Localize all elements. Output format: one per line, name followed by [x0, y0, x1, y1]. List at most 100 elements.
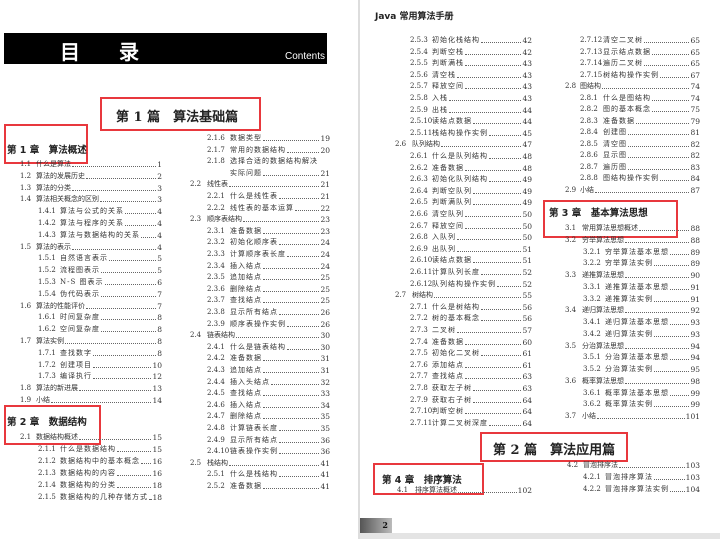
toc-entry[interactable]: 2.2.2 线性表的基本运算 22 [207, 204, 330, 213]
toc-entry[interactable]: 3.2.1 穷举算法基本思想 89 [583, 248, 700, 257]
toc-entry[interactable]: 2.7.1 什么是树结构 56 [410, 303, 532, 312]
toc-entry[interactable]: 3.6.1 概率算法基本思想 99 [583, 389, 700, 398]
toc-entry[interactable]: 2.3.6 删除结点 25 [207, 285, 330, 294]
toc-entry[interactable]: 2.1.2 数据结构中的基本概念 16 [38, 457, 162, 466]
toc-entry[interactable]: 3.3 递推算法思想 90 [565, 271, 700, 280]
toc-entry[interactable]: 3.4.2 递归算法实例 93 [583, 330, 700, 339]
toc-entry[interactable]: 2.6.10 读结点数据 51 [410, 256, 532, 265]
toc-entry[interactable]: 2.9 小结 87 [565, 186, 700, 195]
toc-entry[interactable]: 2.8.6 显示图 82 [580, 151, 700, 160]
toc-entry[interactable]: 2.6.4 判断空队列 49 [410, 187, 532, 196]
toc-entry[interactable]: 2.4.5 查找结点 33 [207, 389, 330, 398]
toc-entry[interactable]: 2.1.1 什么是数据结构 15 [38, 445, 162, 454]
toc-entry[interactable]: 2.3.3 计算顺序表长度 24 [207, 250, 330, 259]
toc-entry[interactable]: 2.1.7 常用的数据结构 20 [207, 146, 330, 155]
toc-entry[interactable]: 2.7.10 判断空树 64 [410, 407, 532, 416]
toc-entry[interactable]: 3.4 递归算法思想 92 [565, 306, 700, 315]
toc-entry[interactable]: 2.8.5 清空图 82 [580, 140, 700, 149]
toc-entry[interactable]: 2.7.11 计算二叉树深度 64 [410, 419, 532, 428]
toc-entry[interactable]: 2.6.12 队列结构操作实例 52 [410, 280, 532, 289]
toc-entry[interactable]: 实际问题 21 [207, 169, 330, 178]
toc-entry[interactable]: 2.4.4 插入头结点 32 [207, 378, 330, 387]
toc-entry[interactable]: 2.7.12 清空二叉树 65 [580, 36, 700, 45]
toc-entry[interactable]: 1.4.3 算法与数据结构的关系 4 [38, 231, 162, 240]
toc-entry[interactable]: 3.3.2 递推算法实例 91 [583, 295, 700, 304]
toc-entry[interactable]: 2.7.14 遍历二叉树 65 [580, 59, 700, 68]
toc-entry[interactable]: 2.5.5 判断满栈 43 [410, 59, 532, 68]
toc-entry[interactable]: 2.5.2 准备数据 41 [207, 482, 330, 491]
toc-entry[interactable]: 3.5 分治算法思想 94 [565, 342, 700, 351]
toc-entry[interactable]: 2.7.4 准备数据 60 [410, 338, 532, 347]
toc-entry[interactable]: 1.5 算法的表示 4 [20, 243, 162, 252]
toc-entry[interactable]: 2.3.1 准备数据 23 [207, 227, 330, 236]
toc-entry[interactable]: 1.5.4 伪代码表示 7 [38, 290, 162, 299]
toc-entry[interactable]: 2.4.9 显示所有结点 36 [207, 436, 330, 445]
toc-entry[interactable]: 1.4.2 算法与程序的关系 4 [38, 219, 162, 228]
toc-entry[interactable]: 2.1.3 数据结构的内容 16 [38, 469, 162, 478]
toc-entry[interactable]: 1.3 算法的分类 3 [20, 184, 162, 193]
toc-entry[interactable]: 2.1 数据结构概述 15 [20, 433, 162, 442]
toc-entry[interactable]: 2.3.2 初始化顺序表 24 [207, 238, 330, 247]
toc-entry[interactable]: 2.5.8 入栈 43 [410, 94, 532, 103]
toc-entry[interactable]: 1.8 算法的新进展 13 [20, 384, 162, 393]
toc-entry[interactable]: 2.4 链表结构 30 [190, 331, 330, 340]
toc-entry[interactable]: 2.7.3 二叉树 57 [410, 326, 532, 335]
toc-entry[interactable]: 2.6.9 出队列 51 [410, 245, 532, 254]
toc-entry[interactable]: 4.1 排序算法概述 102 [397, 486, 532, 495]
toc-entry[interactable]: 3.7 小结 101 [565, 412, 700, 421]
toc-entry[interactable]: 2.4.7 删除结点 35 [207, 412, 330, 421]
toc-entry[interactable]: 2.8.3 准备数据 79 [580, 117, 700, 126]
toc-entry[interactable]: 2.2 线性表 21 [190, 180, 330, 189]
toc-entry[interactable]: 2.3.4 插入结点 24 [207, 262, 330, 271]
toc-entry[interactable]: 2.7.2 树的基本概念 56 [410, 314, 532, 323]
toc-entry[interactable]: 2.5 栈结构 41 [190, 459, 330, 468]
toc-entry[interactable]: 2.7.6 添加结点 61 [410, 361, 532, 370]
toc-entry[interactable]: 2.6.5 判断满队列 49 [410, 198, 532, 207]
toc-entry[interactable]: 2.5.1 什么是栈结构 41 [207, 470, 330, 479]
toc-entry[interactable]: 2.6 队列结构 47 [395, 140, 532, 149]
toc-entry[interactable]: 3.6.2 概率算法实例 99 [583, 400, 700, 409]
toc-entry[interactable]: 2.6.6 清空队列 50 [410, 210, 532, 219]
toc-entry[interactable]: 2.3 顺序表结构 23 [190, 215, 330, 224]
toc-entry[interactable]: 1.1 什么是算法 1 [20, 160, 162, 169]
toc-entry[interactable]: 3.2 穷举算法思想 88 [565, 236, 700, 245]
toc-entry[interactable]: 4.2.1 冒泡排序算法 103 [583, 473, 700, 482]
toc-entry[interactable]: 2.5.3 初始化栈结构 42 [410, 36, 532, 45]
toc-entry[interactable]: 2.7 树结构 55 [395, 291, 532, 300]
toc-entry[interactable]: 2.3.9 顺序表操作实例 26 [207, 320, 330, 329]
toc-entry[interactable]: 2.5.11 栈结构操作实例 45 [410, 129, 532, 138]
toc-entry[interactable]: 2.7.9 获取右子树 64 [410, 396, 532, 405]
toc-entry[interactable]: 2.8.4 创建图 81 [580, 128, 700, 137]
toc-entry[interactable]: 2.1.6 数据类型 19 [207, 134, 330, 143]
toc-entry[interactable]: 2.6.1 什么是队列结构 48 [410, 152, 532, 161]
toc-entry[interactable]: 2.6.7 释放空间 50 [410, 222, 532, 231]
toc-entry[interactable]: 2.4.3 追加结点 31 [207, 366, 330, 375]
toc-entry[interactable]: 1.7.3 编译执行 12 [38, 372, 162, 381]
toc-entry[interactable]: 1.5.1 自然语言表示 5 [38, 254, 162, 263]
toc-entry[interactable]: 2.5.10 读结点数据 44 [410, 117, 532, 126]
toc-entry[interactable]: 1.4 算法相关概念的区别 3 [20, 195, 162, 204]
toc-entry[interactable]: 2.3.5 追加结点 25 [207, 273, 330, 282]
toc-entry[interactable]: 2.4.8 计算链表长度 35 [207, 424, 330, 433]
toc-entry[interactable]: 2.7.8 获取左子树 63 [410, 384, 532, 393]
toc-entry[interactable]: 1.4.1 算法与公式的关系 4 [38, 207, 162, 216]
toc-entry[interactable]: 2.8.7 遍历图 83 [580, 163, 700, 172]
toc-entry[interactable]: 2.7.13 显示结点数据 65 [580, 48, 700, 57]
toc-entry[interactable]: 1.6.1 时间复杂度 8 [38, 313, 162, 322]
toc-entry[interactable]: 3.2.2 穷举算法实例 89 [583, 259, 700, 268]
toc-entry[interactable]: 1.5.2 流程图表示 5 [38, 266, 162, 275]
toc-entry[interactable]: 2.4.6 插入结点 34 [207, 401, 330, 410]
toc-entry[interactable]: 2.4.1 什么是链表结构 30 [207, 343, 330, 352]
toc-entry[interactable]: 2.2.1 什么是线性表 21 [207, 192, 330, 201]
toc-entry[interactable]: 2.7.5 初始化二叉树 61 [410, 349, 532, 358]
toc-entry[interactable]: 1.2 算法的发展历史 2 [20, 172, 162, 181]
toc-entry[interactable]: 1.7.2 创建项目 10 [38, 361, 162, 370]
toc-entry[interactable]: 2.8 图结构 74 [565, 82, 700, 91]
toc-entry[interactable]: 2.4.2 准备数据 31 [207, 354, 330, 363]
toc-entry[interactable]: 1.7 算法实例 8 [20, 337, 162, 346]
toc-entry[interactable]: 1.7.1 查找数字 8 [38, 349, 162, 358]
toc-entry[interactable]: 2.6.3 初始化队列结构 49 [410, 175, 532, 184]
toc-entry[interactable]: 2.8.2 图的基本概念 75 [580, 105, 700, 114]
toc-entry[interactable]: 4.2 冒泡排序法 103 [567, 461, 700, 470]
toc-entry[interactable]: 3.1 常用算法思想概述 88 [565, 224, 700, 233]
